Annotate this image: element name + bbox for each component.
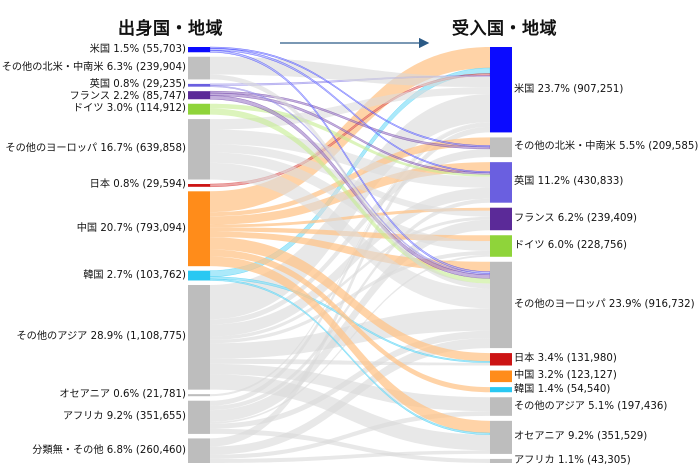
flow-unclassified-to-eu_other bbox=[210, 338, 490, 455]
origin-nodes bbox=[188, 47, 210, 463]
destination-label-asia_other: その他のアジア 5.1% (197,436) bbox=[514, 400, 668, 412]
destination-node-de bbox=[490, 235, 512, 257]
flow-eu_other-to-us bbox=[210, 87, 490, 130]
destination-label-jp: 日本 3.4% (131,980) bbox=[514, 353, 617, 365]
origin-node-cn bbox=[188, 191, 210, 267]
destination-node-na_other bbox=[490, 137, 512, 158]
flow-eu_other-to-eu_other bbox=[210, 162, 490, 309]
destination-label-africa: アフリカ 1.1% (43,305) bbox=[514, 454, 631, 466]
flow-cn-to-oceania bbox=[210, 256, 490, 434]
origin-label-uk: 英国 0.8% (29,235) bbox=[89, 79, 186, 91]
origin-node-uk bbox=[188, 83, 210, 87]
origin-label-kr: 韓国 2.7% (103,762) bbox=[83, 269, 186, 281]
flow-asia_other-to-jp bbox=[210, 358, 490, 366]
destination-node-us bbox=[490, 47, 512, 133]
origin-label-cn: 中国 20.7% (793,094) bbox=[76, 222, 186, 234]
flow-cn-to-uk bbox=[210, 162, 490, 225]
origin-node-de bbox=[188, 103, 210, 115]
destination-node-kr bbox=[490, 387, 512, 393]
flow-na_other-to-eu_other bbox=[210, 74, 490, 289]
origin-header: 出身国・地域 bbox=[118, 19, 223, 39]
origin-node-fr bbox=[188, 91, 210, 100]
origin-label-na_other: その他の北米・中南米 6.3% (239,904) bbox=[1, 62, 186, 74]
origin-node-unclassified bbox=[188, 438, 210, 463]
flow-unclassified-to-asia_other bbox=[210, 411, 490, 459]
origin-label-us: 米国 1.5% (55,703) bbox=[89, 43, 186, 55]
destination-header: 受入国・地域 bbox=[452, 19, 557, 39]
destination-node-oceania bbox=[490, 420, 512, 454]
origin-node-us bbox=[188, 47, 210, 53]
flow-unclassified-to-us bbox=[210, 126, 490, 447]
destination-node-cn bbox=[490, 370, 512, 383]
destination-label-oceania: オセアニア 9.2% (351,529) bbox=[514, 431, 648, 443]
flow-asia_other-to-asia_other bbox=[210, 363, 490, 412]
origin-label-unclassified: 分類無・その他 6.8% (260,460) bbox=[32, 444, 186, 456]
destination-node-asia_other bbox=[490, 397, 512, 416]
flow-asia_other-to-eu_other bbox=[210, 308, 490, 359]
origin-node-africa bbox=[188, 400, 210, 434]
flow-asia_other-to-uk bbox=[210, 187, 490, 337]
origin-label-oceania: オセアニア 0.6% (21,781) bbox=[59, 389, 186, 401]
flow-unclassified-to-oceania bbox=[210, 450, 490, 463]
destination-node-uk bbox=[490, 162, 512, 203]
origin-node-oceania bbox=[188, 394, 210, 397]
flow-asia_other-to-oceania bbox=[210, 374, 490, 451]
origin-label-jp: 日本 0.8% (29,594) bbox=[89, 179, 186, 191]
flow-cn-to-kr bbox=[210, 249, 490, 393]
flow-na_other-to-us bbox=[210, 56, 490, 88]
flow-de-to-uk bbox=[210, 103, 490, 177]
destination-label-kr: 韓国 1.4% (54,540) bbox=[514, 383, 611, 395]
destination-nodes bbox=[490, 47, 512, 463]
origin-label-fr: フランス 2.2% (85,747) bbox=[69, 90, 187, 102]
destination-node-africa bbox=[490, 458, 512, 463]
destination-label-fr: フランス 6.2% (239,409) bbox=[514, 212, 637, 224]
flow-cn-to-fr bbox=[210, 207, 490, 228]
origin-node-na_other bbox=[188, 56, 210, 80]
origin-label-africa: アフリカ 9.2% (351,655) bbox=[62, 411, 186, 423]
destination-label-na_other: その他の北米・中南米 5.5% (209,585) bbox=[514, 141, 699, 153]
destination-label-eu_other: その他のヨーロッパ 23.9% (916,732) bbox=[514, 298, 695, 310]
flow-asia_other-to-fr bbox=[210, 216, 490, 340]
origin-node-kr bbox=[188, 270, 210, 281]
flow-africa-to-africa bbox=[210, 428, 490, 463]
destination-label-us: 米国 23.7% (907,251) bbox=[514, 83, 624, 95]
origin-label-eu_other: その他のヨーロッパ 16.7% (639,858) bbox=[5, 143, 186, 155]
origin-label-asia_other: その他のアジア 28.9% (1,108,775) bbox=[16, 331, 186, 343]
flow-eu_other-to-uk bbox=[210, 129, 490, 188]
destination-label-de: ドイツ 6.0% (228,756) bbox=[514, 240, 627, 251]
destination-node-eu_other bbox=[490, 261, 512, 349]
origin-node-eu_other bbox=[188, 119, 210, 180]
destination-label-uk: 英国 11.2% (430,833) bbox=[514, 176, 624, 188]
origin-node-asia_other bbox=[188, 284, 210, 390]
flow-de-to-eu_other bbox=[210, 108, 490, 284]
flow-links bbox=[209, 46, 491, 463]
destination-label-cn: 中国 3.2% (123,127) bbox=[514, 370, 617, 382]
destination-node-jp bbox=[490, 353, 512, 366]
flow-cn-to-jp bbox=[210, 237, 490, 362]
flow-eu_other-to-de bbox=[210, 152, 490, 251]
origin-label-de: ドイツ 3.0% (114,912) bbox=[73, 103, 186, 115]
flow-cn-to-na_other bbox=[210, 137, 490, 217]
origin-node-jp bbox=[188, 184, 210, 187]
destination-node-fr bbox=[490, 207, 512, 231]
flow-africa-to-eu_other bbox=[210, 330, 490, 429]
